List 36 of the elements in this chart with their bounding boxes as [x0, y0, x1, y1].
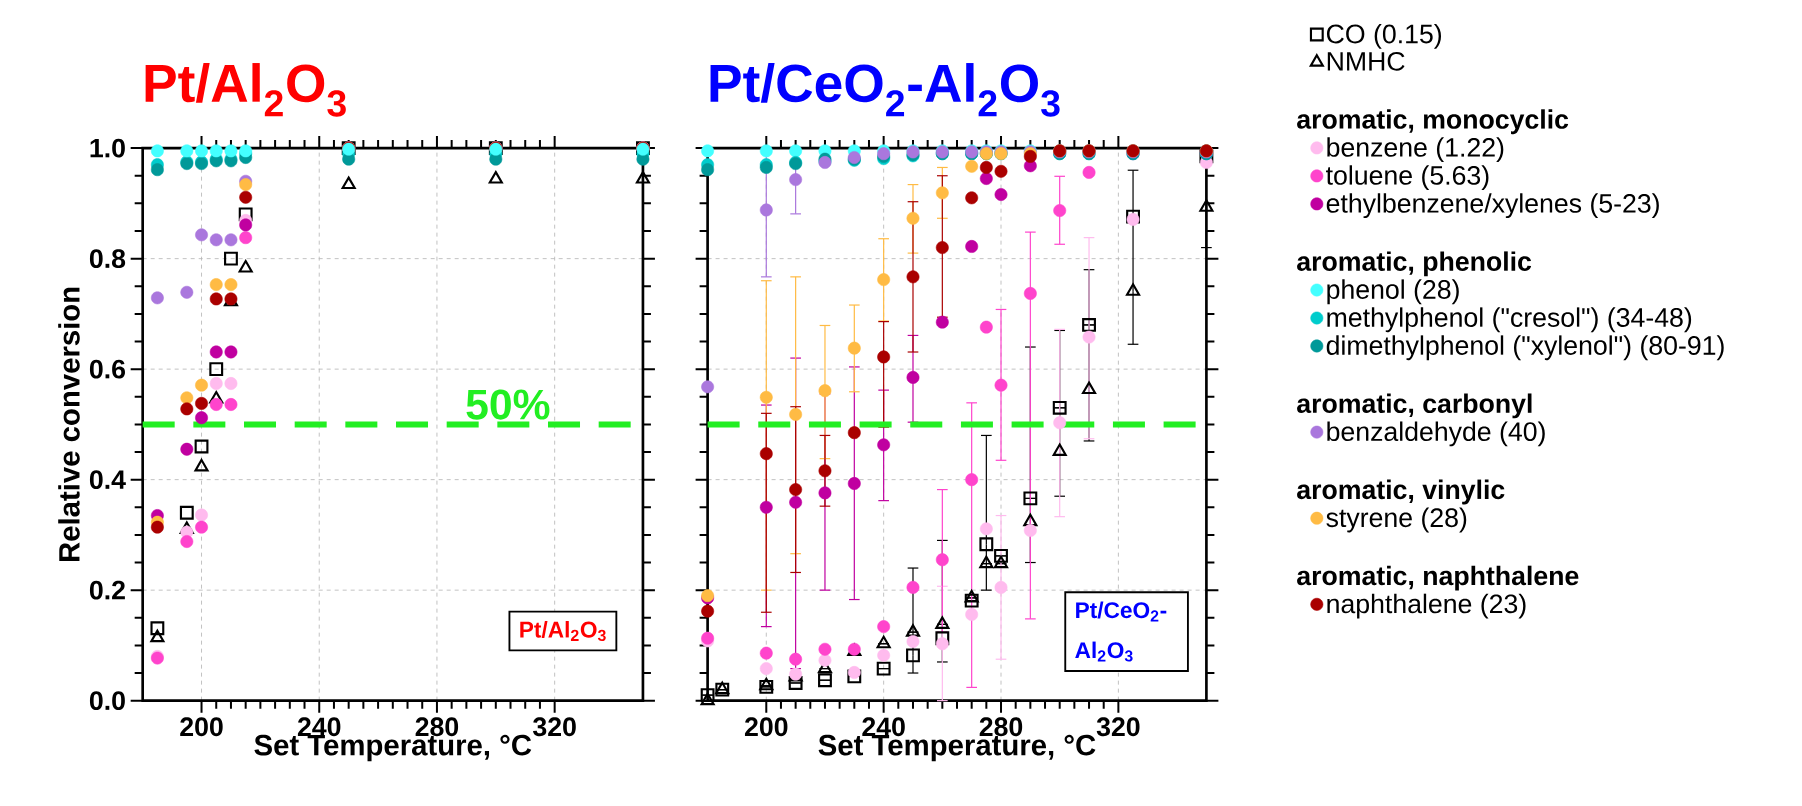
text: aromatic, monocyclic: [1297, 109, 1569, 135]
y-tick-label: 1.0: [90, 138, 125, 158]
x-tick-label: 200: [180, 717, 223, 737]
annotation: Pt/Al$_{2}$O$_{3}$: [520, 621, 606, 642]
legend-label: NMHC: [1327, 51, 1405, 71]
legend-label: toluene (5.63): [1326, 165, 1489, 191]
legend-label: benzene (1.22): [1327, 137, 1504, 163]
legend-label: methylphenol ("cresol") (34-48): [1327, 307, 1692, 333]
text: Pt/CeO$_{2}$-Al$_{2}$O$_{3}$: [1075, 601, 1167, 662]
x-tick-label: 240: [862, 717, 905, 737]
legend-label: CO (0.15): [1326, 23, 1442, 49]
x-tick-label: 200: [744, 717, 788, 737]
x-tick-label: 320: [533, 717, 576, 737]
y-tick-label: 0.4: [89, 470, 126, 490]
y-tick-label: 0.0: [89, 691, 125, 711]
ref-line-label: 50%: [466, 389, 550, 420]
x-tick-label: 240: [297, 717, 341, 737]
x-tick-label: 280: [415, 717, 459, 737]
x-tick-label: 320: [1096, 717, 1140, 737]
text: aromatic, phenolic: [1297, 251, 1532, 277]
legend-label: ethylbenzene/xylenes (5-23): [1326, 193, 1659, 219]
text: aromatic, carbonyl: [1297, 393, 1532, 419]
legend-label: styrene (28): [1326, 507, 1467, 533]
y-tick-label: 0.2: [89, 580, 125, 600]
text: aromatic, naphthalene: [1297, 565, 1579, 591]
legend-label: dimethylphenol ("xylenol") (80-91): [1326, 335, 1724, 361]
y-axis-title: Relative conversion: [58, 287, 80, 561]
y-tick-label: 0.6: [89, 359, 125, 379]
legend-label: phenol (28): [1327, 279, 1459, 305]
y-tick-label: 0.8: [89, 249, 126, 269]
legend-label: benzaldehyde (40): [1327, 421, 1545, 447]
chart-title: Pt/Al$_{2}$O$_{3}$: [145, 63, 346, 117]
chart-title: Pt/CeO$_{2}$-Al$_{2}$O$_{3}$: [710, 63, 1060, 117]
text: aromatic, vinylic: [1297, 479, 1505, 505]
legend-label: naphthalene (23): [1327, 593, 1526, 619]
x-tick-label: 280: [979, 717, 1023, 737]
